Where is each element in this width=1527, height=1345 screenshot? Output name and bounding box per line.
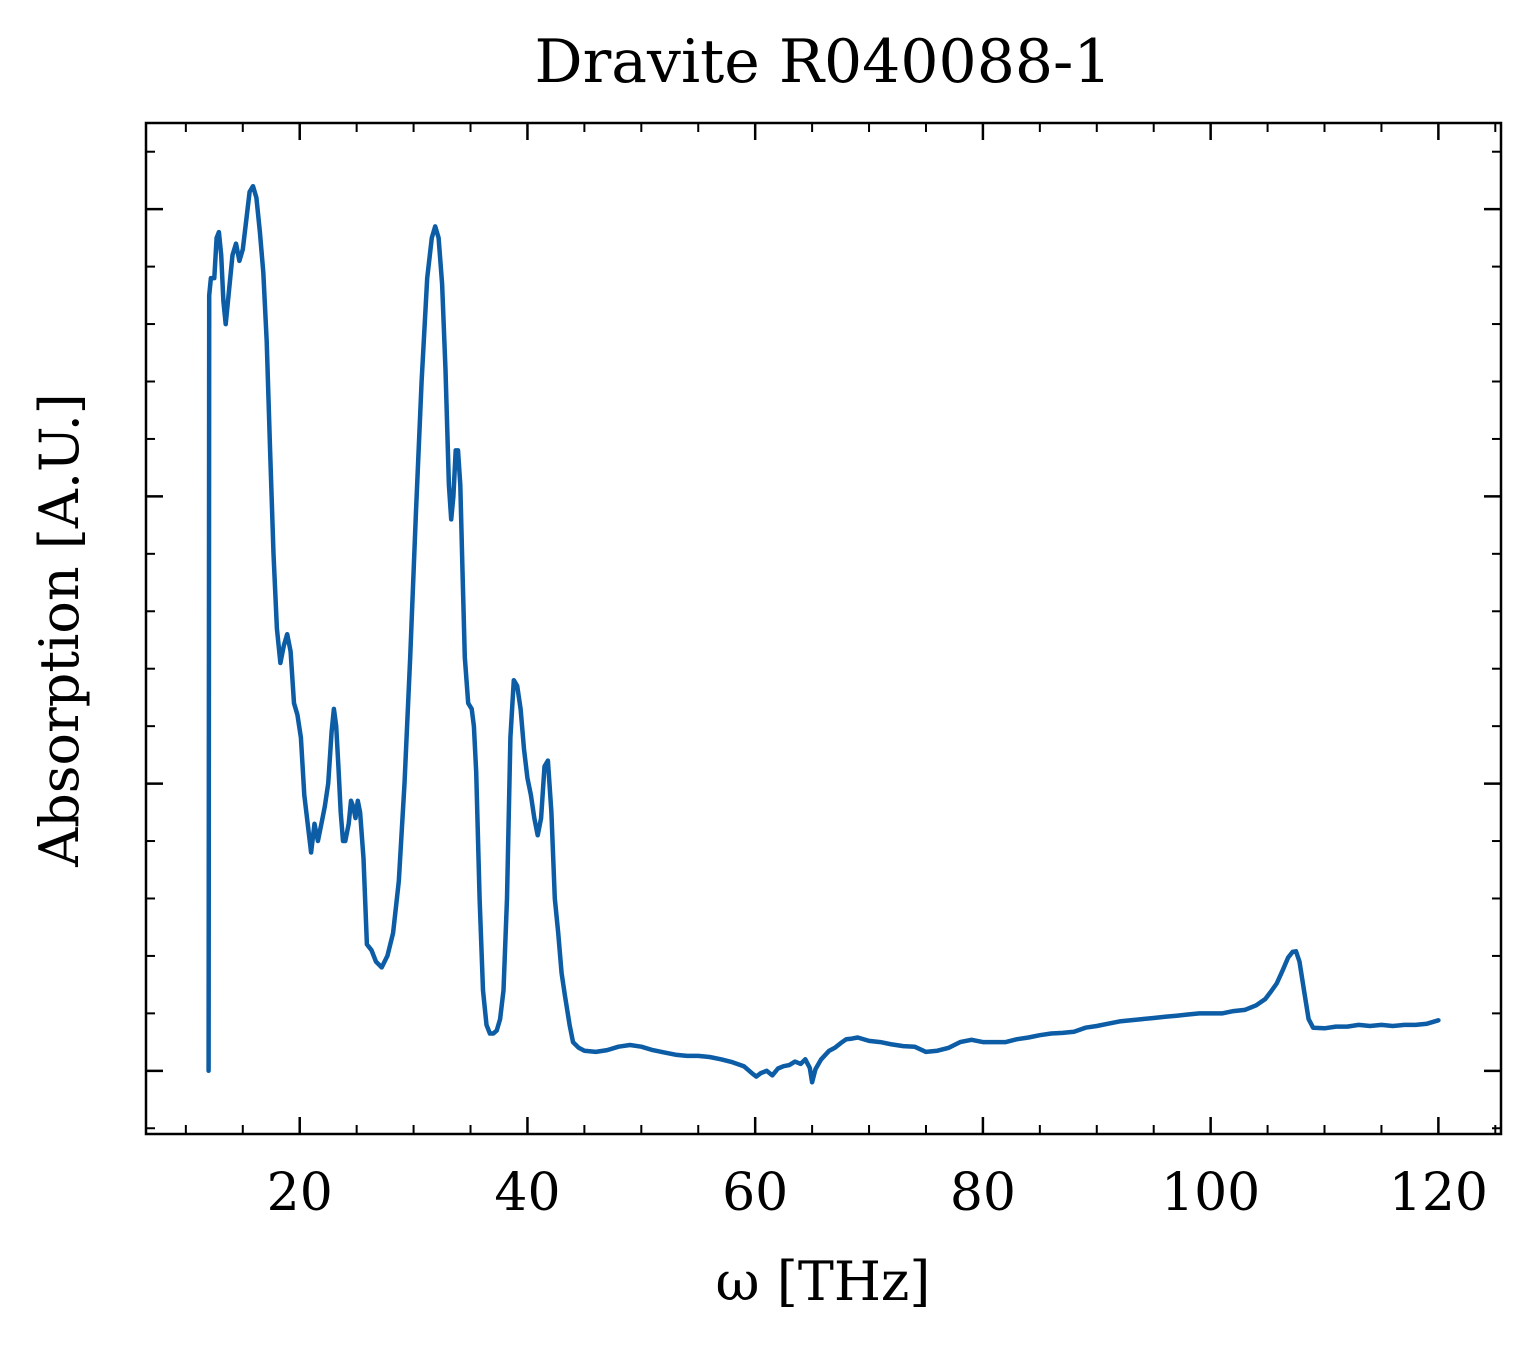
x-tick-label: 120 [1389,1163,1488,1223]
x-tick-label: 20 [267,1163,333,1223]
x-tick-label: 100 [1161,1163,1260,1223]
plot-frame [144,121,1503,1136]
plot-data [206,183,1441,1085]
spectrum-line [206,183,1441,1085]
y-axis-label: Absorption [A.U.] [28,393,91,868]
x-tick-label: 60 [722,1163,788,1223]
x-tick-label: 80 [950,1163,1016,1223]
axis-ticks [146,123,1501,1134]
chart-title: Dravite R040088-1 [534,27,1111,97]
x-tick-label: 40 [494,1163,560,1223]
x-tick-labels: 20 40 60 80 100 120 [267,1163,1488,1223]
x-axis-label: ω [THz] [716,1250,931,1313]
